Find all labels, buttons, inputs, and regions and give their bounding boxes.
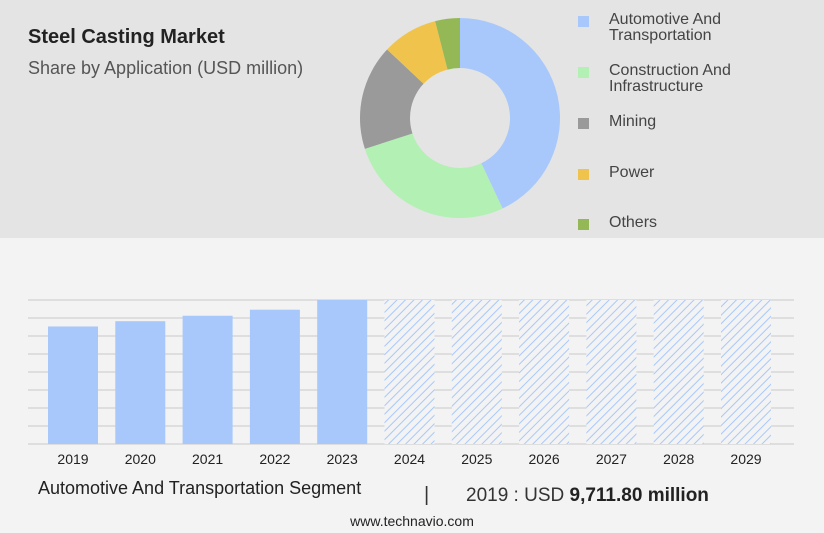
legend-swatch [578,16,589,27]
x-tick-label: 2024 [394,451,425,467]
segment-label: Automotive And Transportation Segment [38,478,362,498]
x-tick-label: 2019 [57,451,88,467]
x-tick-label: 2028 [663,451,694,467]
legend-label: Mining [609,113,657,130]
x-tick-label: 2020 [125,451,156,467]
chart-subtitle: Share by Application (USD million) [28,58,304,78]
x-tick-label: 2023 [327,451,358,467]
bar-2022 [249,309,300,444]
legend-swatch [578,67,589,78]
legend-label: Automotive And Transportation [609,11,722,44]
separator: | [424,484,430,506]
value-amount: 9,711.80 million [569,485,709,506]
x-tick-label: 2026 [529,451,560,467]
legend-label: Power [609,164,655,181]
forecast-bar-2024 [384,300,435,444]
legend-swatch [578,219,589,230]
legend-swatch [578,118,589,129]
legend-label: Construction And Infrastructure [609,62,731,95]
bar-chart: 2019 2020 2021 2022 2023 2024 2025 2026 2027 2028… [28,299,794,467]
donut-slice-construction-and-infrastructure [364,133,503,218]
forecast-bar-2028 [653,300,704,444]
value-prefix: 2019 : USD [466,485,570,506]
donut-slice-mining [360,49,424,149]
x-tick-label: 2021 [192,451,223,467]
x-tick-label: 2029 [730,451,761,467]
forecast-bar-2026 [519,300,570,444]
forecast-bar-2027 [586,300,637,444]
chart-title: Steel Casting Market [28,26,225,48]
donut-slice-others [435,18,460,70]
bar-2023 [317,300,368,444]
website-link[interactable]: www.technavio.com [350,513,474,529]
x-tick-label: 2027 [596,451,627,467]
donut-slice-power [387,21,448,84]
forecast-bar-2029 [721,300,771,444]
legend-label: Others [609,214,658,231]
forecast-bar-2025 [451,300,502,444]
donut-chart [360,18,560,218]
bar-2021 [182,315,233,444]
donut-slice-automotive-and-transportation [460,18,560,209]
x-tick-label: 2025 [461,451,492,467]
value-readout: 2019 : USD 9,711.80 million [466,485,709,507]
legend-swatch [578,169,589,180]
x-tick-label: 2022 [259,451,290,467]
bar-2020 [115,321,166,444]
bar-2019 [48,326,98,444]
